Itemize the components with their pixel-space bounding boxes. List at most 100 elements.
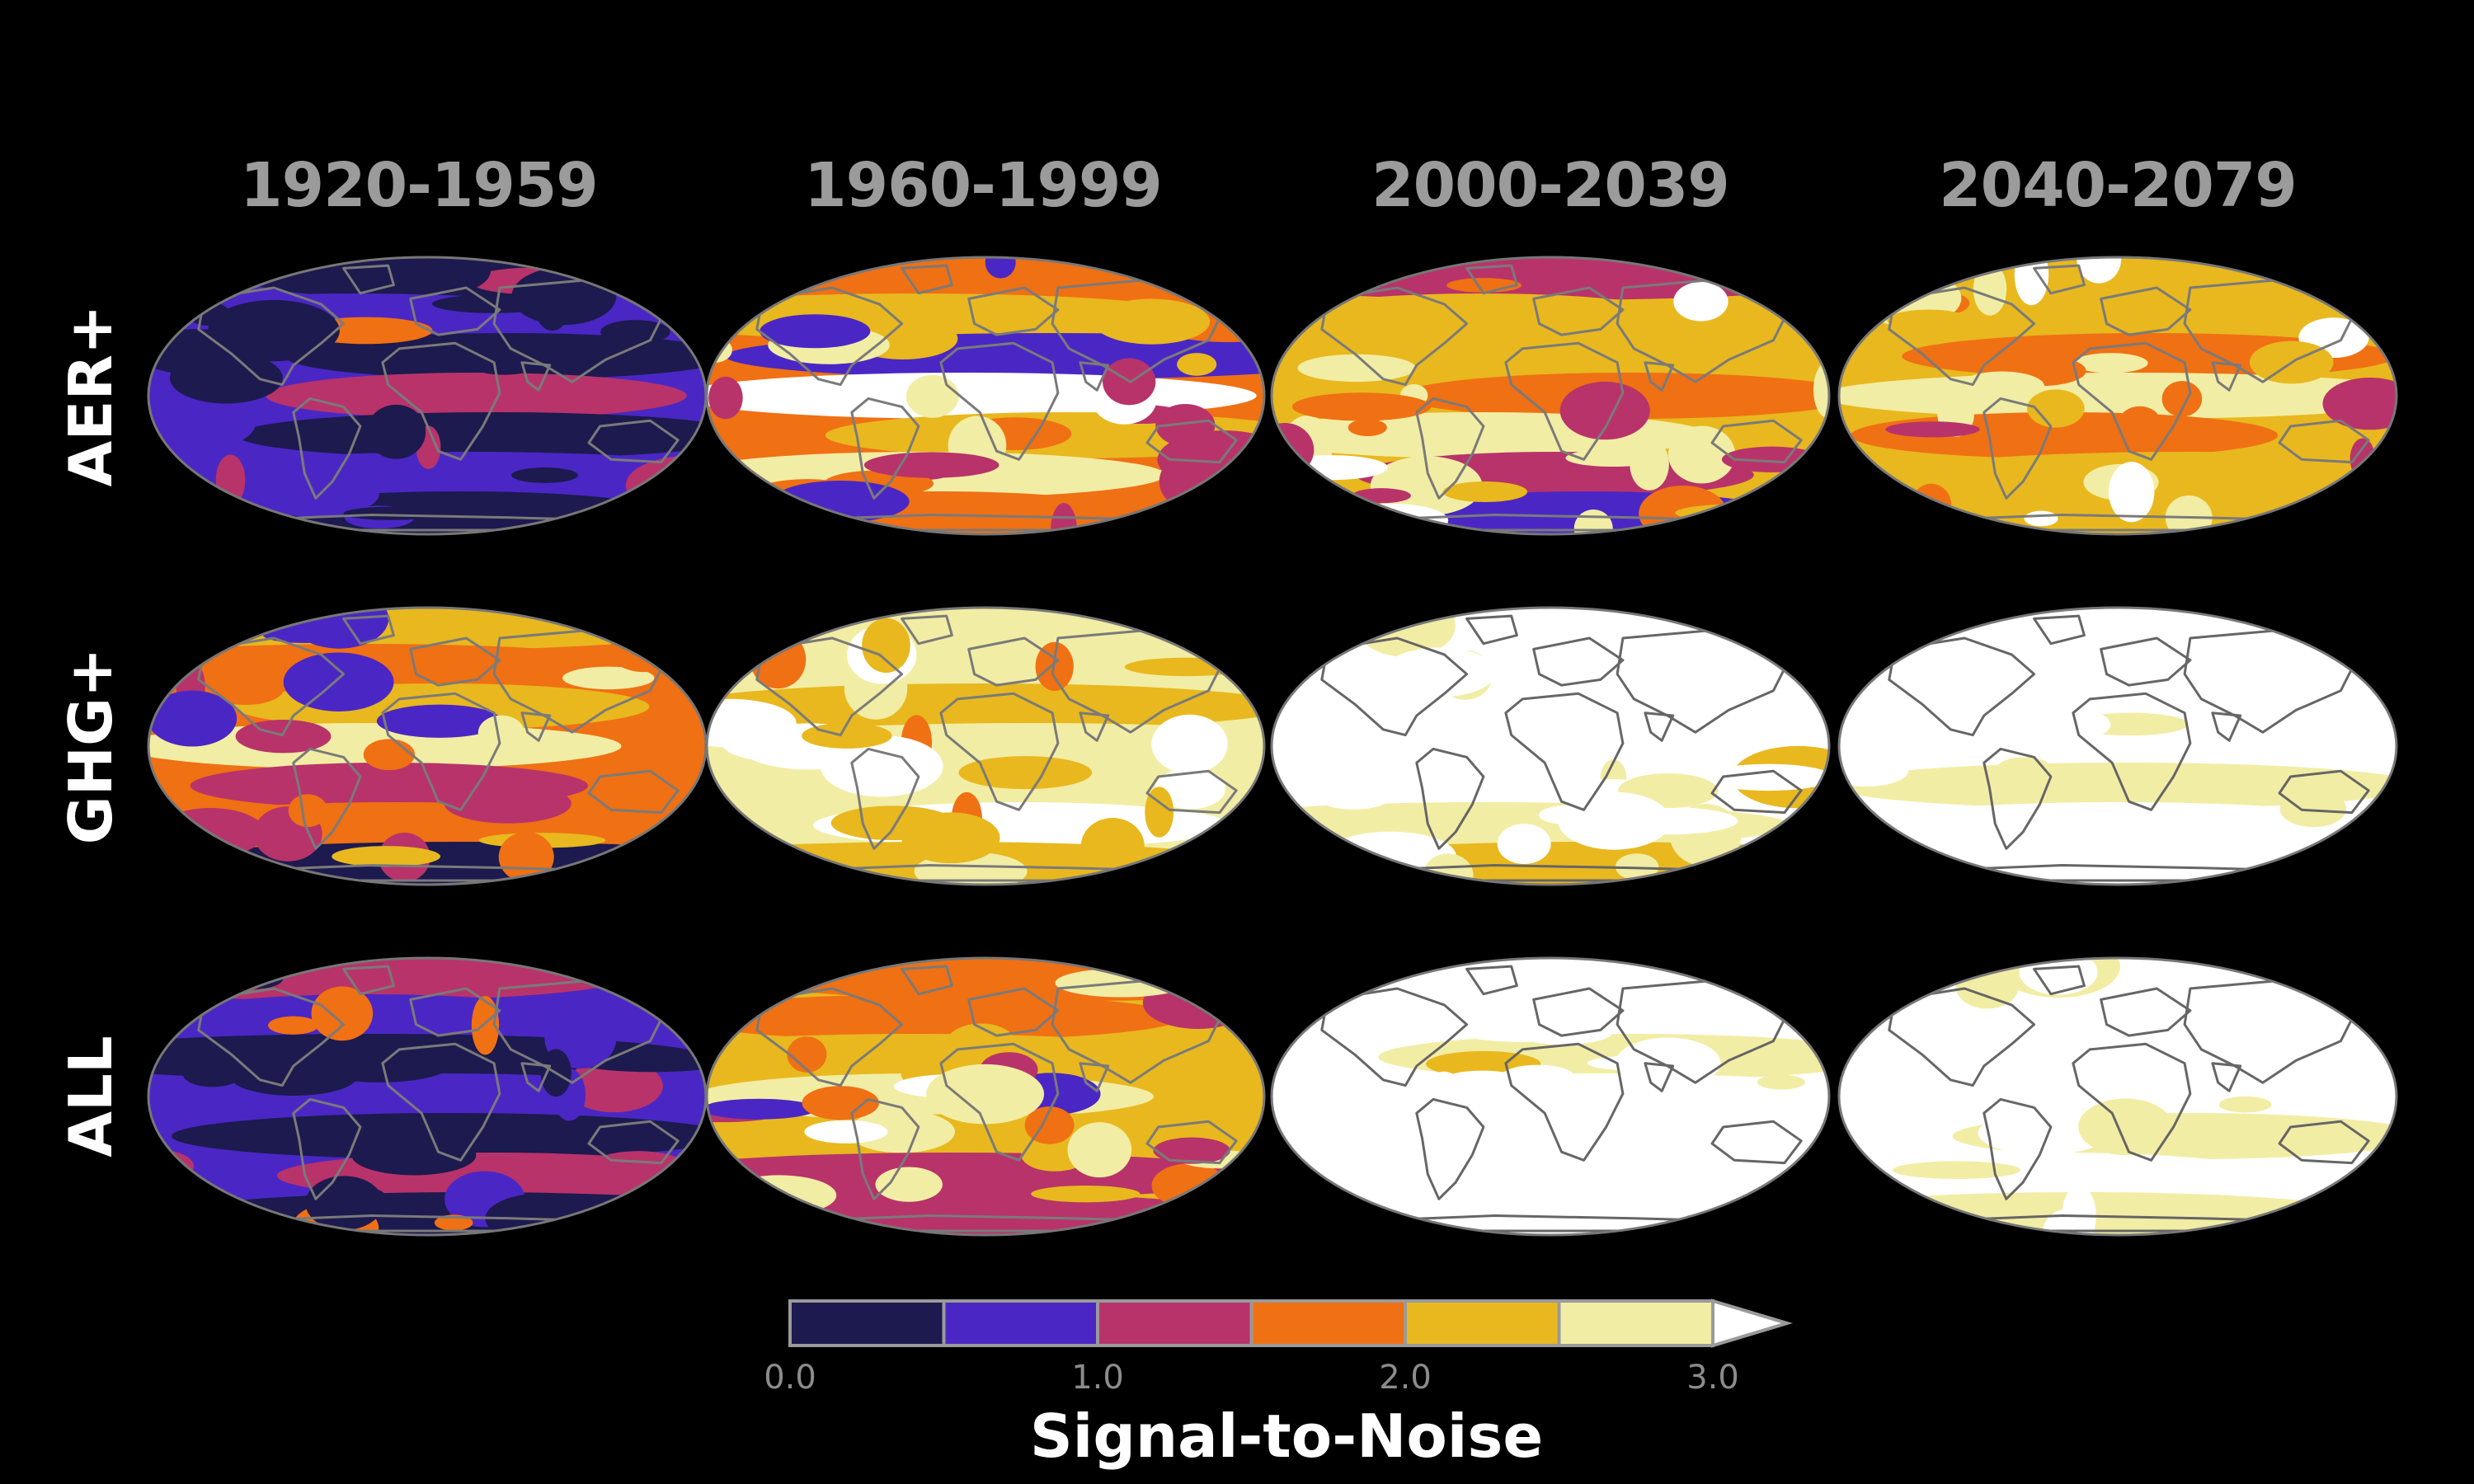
coastline-6 <box>1145 419 1238 464</box>
coastline-2 <box>1532 286 1625 336</box>
colorbar-tick-2: 2.0 <box>1379 1359 1432 1397</box>
coastline-0 <box>755 987 904 1087</box>
coastline-1 <box>1415 747 1485 850</box>
column-title-2040-2079: 2040-2079 <box>1939 150 2298 221</box>
coastline-5 <box>1644 711 1675 742</box>
coastline-3 <box>381 1042 501 1162</box>
coastline-7 <box>901 264 953 295</box>
coastline-2 <box>2100 286 2192 336</box>
coastline-3 <box>381 341 501 461</box>
coastline-3 <box>1504 341 1625 461</box>
column-title-1920-1959: 1920-1959 <box>240 150 599 221</box>
coastline-2 <box>967 636 1060 687</box>
coastline-0 <box>755 636 904 737</box>
coastline-3 <box>939 1042 1060 1162</box>
coastline-7 <box>2033 965 2086 996</box>
coastline-2 <box>2100 987 2192 1037</box>
coastline-1 <box>1982 1097 2053 1200</box>
map-grid <box>147 256 2398 1237</box>
coastline-7 <box>1465 264 1518 295</box>
coastline-7 <box>2033 614 2086 646</box>
map-panel-GHG-1960-1999 <box>707 608 1264 885</box>
map-border <box>1837 256 2398 536</box>
coastline-5 <box>2211 1062 2242 1092</box>
column-title-2000-2039: 2000-2039 <box>1371 150 1730 221</box>
colorbar-tick-1: 1.0 <box>1071 1359 1124 1397</box>
coastline-6 <box>587 1120 680 1165</box>
colorbar-segment-0 <box>788 1299 946 1347</box>
coastline-0 <box>1888 987 2036 1087</box>
coastline-0 <box>1320 636 1469 737</box>
coastline-7 <box>2033 264 2086 295</box>
colorbar-segment-1 <box>942 1299 1099 1347</box>
map-panel-AER-1920-1959 <box>148 257 706 534</box>
coastline-0 <box>755 286 904 387</box>
coastline-6 <box>587 419 680 464</box>
coastline-0 <box>1888 286 2036 387</box>
map-border <box>705 606 1266 886</box>
coastline-3 <box>2072 692 2192 811</box>
colorbar-extend-arrow <box>1711 1298 1793 1348</box>
coastline-7 <box>342 965 395 996</box>
coastline-1 <box>292 1097 362 1200</box>
coastline-3 <box>2072 341 2192 461</box>
colorbar-tick-0: 0.0 <box>764 1359 816 1397</box>
coastline-6 <box>2278 769 2370 815</box>
coastline-6 <box>1145 1120 1238 1165</box>
coastline-3 <box>1504 692 1625 811</box>
coastline-0 <box>1320 286 1469 387</box>
coastline-7 <box>901 614 953 646</box>
coastline-0 <box>197 286 346 387</box>
coastline-1 <box>850 1097 920 1200</box>
coastline-6 <box>1145 769 1238 815</box>
coastline-6 <box>587 769 680 815</box>
coastline-7 <box>342 264 395 295</box>
coastline-2 <box>967 987 1060 1037</box>
colorbar-segment-2 <box>1096 1299 1253 1347</box>
coastline-7 <box>342 614 395 646</box>
colorbar-label: Signal-to-Noise <box>1029 1402 1544 1471</box>
map-border <box>705 256 1266 536</box>
coastline-6 <box>1710 769 1803 815</box>
map-border <box>1837 606 2398 886</box>
coastline-2 <box>2100 636 2192 687</box>
coastline-6 <box>2278 419 2370 464</box>
colorbar-segment-5 <box>1557 1299 1714 1347</box>
coastline-3 <box>381 692 501 811</box>
map-border <box>1270 256 1831 536</box>
coastline-7 <box>1465 965 1518 996</box>
coastline-3 <box>1504 1042 1625 1162</box>
coastline-1 <box>1415 397 1485 500</box>
coastline-5 <box>520 361 552 392</box>
coastline-5 <box>1644 1062 1675 1092</box>
coastline-5 <box>2211 361 2242 392</box>
coastline-5 <box>1644 361 1675 392</box>
coastline-5 <box>520 711 552 742</box>
map-border <box>1270 956 1831 1237</box>
coastline-6 <box>1710 419 1803 464</box>
map-border <box>1837 956 2398 1237</box>
map-panel-AER-2000-2039 <box>1272 257 1829 534</box>
colorbar-segment-4 <box>1404 1299 1561 1347</box>
coastline-1 <box>1982 747 2053 850</box>
coastline-1 <box>292 747 362 850</box>
coastline-3 <box>939 692 1060 811</box>
coastline-2 <box>1532 987 1625 1037</box>
coastline-2 <box>409 636 501 687</box>
map-border <box>1270 606 1831 886</box>
coastline-3 <box>2072 1042 2192 1162</box>
coastline-5 <box>1079 361 1110 392</box>
coastline-6 <box>2278 1120 2370 1165</box>
coastline-7 <box>901 965 953 996</box>
coastline-7 <box>1465 614 1518 646</box>
coastline-1 <box>292 397 362 500</box>
coastline-0 <box>197 636 346 737</box>
colorbar-segment-3 <box>1249 1299 1407 1347</box>
coastline-6 <box>1710 1120 1803 1165</box>
coastline-0 <box>1888 636 2036 737</box>
coastline-2 <box>967 286 1060 336</box>
coastline-2 <box>409 987 501 1037</box>
colorbar-tick-3: 3.0 <box>1686 1359 1739 1397</box>
coastline-5 <box>2211 711 2242 742</box>
